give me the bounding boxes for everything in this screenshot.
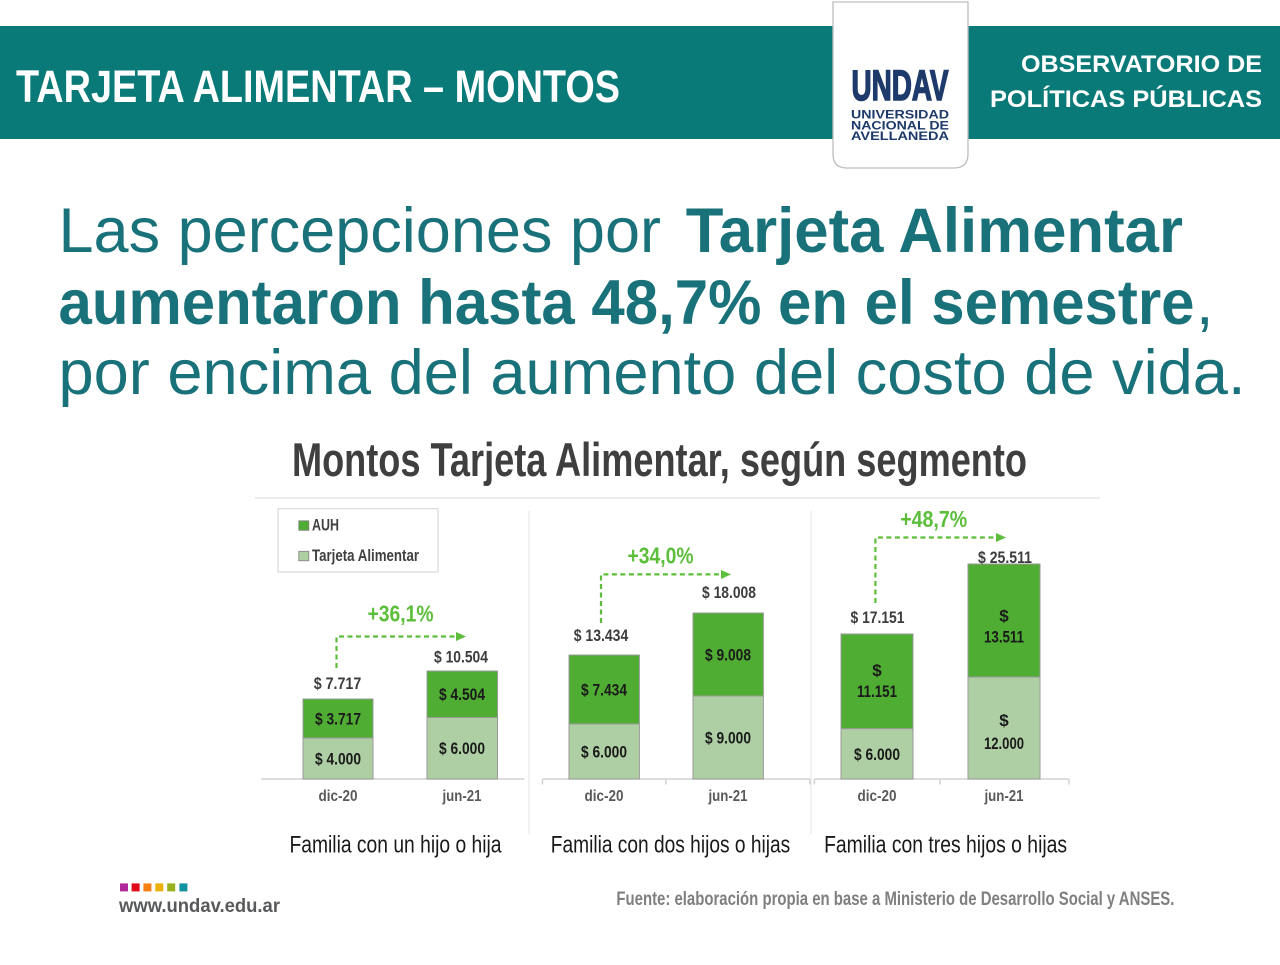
svg-text:dic-20: dic-20 (319, 788, 358, 805)
svg-text:UNIVERSIDAD: UNIVERSIDAD (851, 110, 949, 122)
svg-text:$ 17.151: $ 17.151 (851, 608, 905, 627)
svg-text:$: $ (872, 661, 882, 680)
svg-text:$ 13.434: $ 13.434 (574, 626, 629, 645)
svg-text:POLÍTICAS PÚBLICAS: POLÍTICAS PÚBLICAS (990, 85, 1262, 113)
svg-text:AUH: AUH (312, 517, 339, 535)
svg-text:Familia con dos hijos o hijas: Familia con dos hijos o hijas (551, 832, 790, 859)
svg-text:,: , (1196, 268, 1214, 338)
svg-text:$ 4.000: $ 4.000 (315, 750, 361, 769)
svg-text:dic-20: dic-20 (585, 788, 624, 805)
svg-text:dic-20: dic-20 (858, 788, 897, 805)
svg-text:$ 6.000: $ 6.000 (439, 739, 485, 758)
svg-text:$ 3.717: $ 3.717 (315, 710, 361, 729)
svg-text:TARJETA ALIMENTAR – MONTOS: TARJETA ALIMENTAR – MONTOS (16, 61, 620, 112)
svg-text:jun-21: jun-21 (984, 788, 1024, 805)
svg-text:+48,7%: +48,7% (900, 506, 967, 532)
svg-text:aumentaron hasta 48,7% en el s: aumentaron hasta 48,7% en el semestre (59, 268, 1195, 338)
svg-text:$ 6.000: $ 6.000 (581, 743, 627, 762)
svg-text:www.undav.edu.ar: www.undav.edu.ar (118, 896, 281, 917)
svg-text:$ 10.504: $ 10.504 (434, 648, 488, 667)
svg-text:$: $ (999, 607, 1009, 626)
svg-text:$ 4.504: $ 4.504 (439, 685, 485, 704)
svg-text:$ 6.000: $ 6.000 (854, 745, 900, 764)
svg-text:por encima del aumento del cos: por encima del aumento del costo de vida… (59, 338, 1246, 408)
svg-text:$ 7.434: $ 7.434 (581, 681, 627, 700)
svg-text:11.151: 11.151 (857, 682, 897, 701)
svg-text:jun-21: jun-21 (442, 788, 482, 805)
svg-text:Fuente: elaboración propia en: Fuente: elaboración propia en base a Min… (616, 888, 1174, 910)
svg-text:$: $ (999, 711, 1009, 730)
svg-text:UNDAV: UNDAV (852, 62, 949, 110)
svg-text:+34,0%: +34,0% (628, 543, 694, 569)
svg-text:13.511: 13.511 (984, 628, 1024, 647)
svg-text:$ 9.008: $ 9.008 (705, 646, 751, 665)
svg-text:Tarjeta Alimentar: Tarjeta Alimentar (312, 547, 419, 565)
svg-text:Tarjeta Alimentar: Tarjeta Alimentar (686, 196, 1183, 266)
svg-text:$ 18.008: $ 18.008 (702, 583, 756, 602)
svg-text:+36,1%: +36,1% (368, 601, 434, 627)
svg-text:AVELLANEDA: AVELLANEDA (851, 131, 949, 143)
svg-text:OBSERVATORIO DE: OBSERVATORIO DE (1021, 51, 1262, 78)
svg-text:jun-21: jun-21 (708, 788, 748, 805)
svg-text:$ 9.000: $ 9.000 (705, 729, 751, 748)
svg-text:$ 7.717: $ 7.717 (314, 674, 362, 693)
svg-text:NACIONAL DE: NACIONAL DE (851, 120, 949, 132)
svg-text:Familia con un hijo o hija: Familia con un hijo o hija (290, 832, 503, 859)
svg-text:$ 25.511: $ 25.511 (978, 548, 1032, 567)
svg-text:12.000: 12.000 (984, 734, 1024, 753)
svg-text:Las percepciones por: Las percepciones por (59, 196, 662, 266)
svg-text:Montos Tarjeta Alimentar, segú: Montos Tarjeta Alimentar, según segmento (292, 433, 1027, 486)
svg-text:Familia con tres hijos o hijas: Familia con tres hijos o hijas (824, 832, 1067, 859)
